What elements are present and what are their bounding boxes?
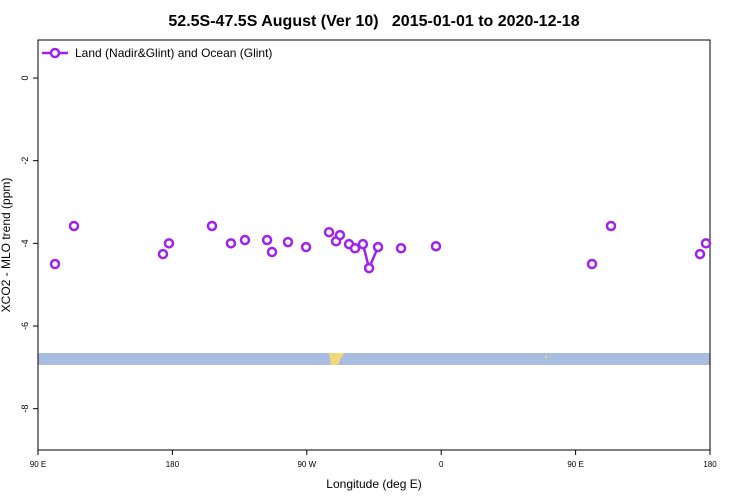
x-tick-label: 0 (439, 460, 444, 469)
point (300, 241, 312, 253)
point (225, 238, 237, 249)
land-ocean-strip (38, 353, 710, 365)
land-patch (329, 353, 344, 365)
point (68, 220, 80, 232)
point (363, 262, 375, 274)
y-tick-label: -8 (20, 405, 30, 413)
point (395, 243, 407, 254)
point (239, 234, 251, 246)
x-tick-label: 90 E (567, 460, 583, 469)
chart-title: 52.5S-47.5S August (Ver 10) 2015-01-01 t… (168, 13, 579, 30)
x-tick-label: 180 (703, 460, 717, 469)
x-tick-label: 180 (166, 460, 180, 469)
x-axis-label: Longitude (deg E) (326, 477, 421, 491)
point (163, 238, 175, 249)
point (430, 240, 442, 252)
point (334, 229, 346, 241)
legend-marker (49, 47, 61, 59)
x-tick-label: 90 E (30, 460, 46, 469)
point (694, 248, 706, 260)
point (49, 258, 61, 270)
y-axis-label: XCO2 - MLO trend (ppm) (0, 178, 13, 313)
point (605, 220, 617, 232)
point (266, 246, 278, 258)
x-tick-label: 90 W (297, 460, 316, 469)
point (206, 220, 218, 232)
y-tick-label: -6 (20, 322, 30, 330)
point (282, 236, 294, 248)
y-tick-label: 0 (20, 76, 30, 81)
y-tick-label: -2 (20, 157, 30, 165)
land-patch (545, 356, 547, 358)
point (372, 241, 384, 253)
point (323, 226, 335, 238)
point (157, 248, 169, 260)
point (349, 243, 361, 254)
point (357, 238, 369, 250)
legend-label: Land (Nadir&Glint) and Ocean (Glint) (75, 46, 272, 60)
point (261, 234, 273, 246)
point (700, 238, 712, 249)
y-tick-label: -4 (20, 239, 30, 247)
point (586, 258, 598, 270)
